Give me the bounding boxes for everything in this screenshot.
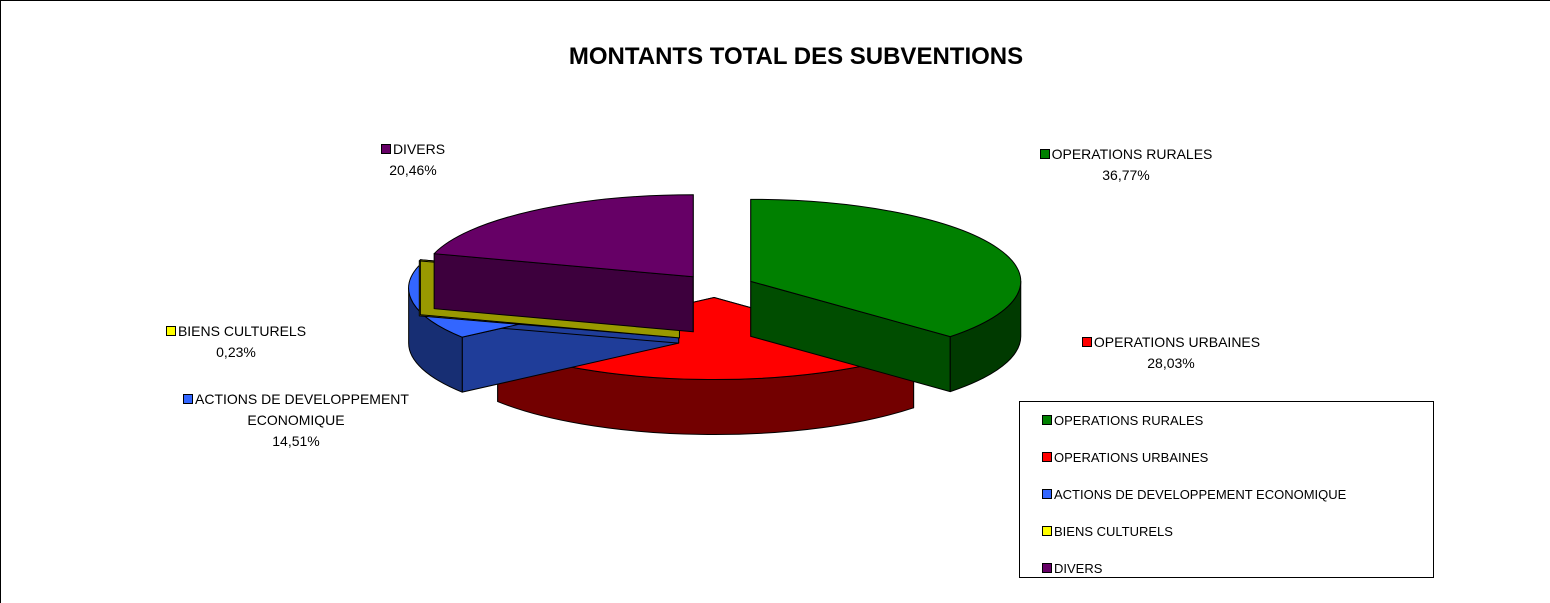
data-label: OPERATIONS URBAINES 28,03% [1051, 332, 1291, 374]
legend-item: BIENS CULTURELS [1020, 523, 1433, 560]
legend-label: OPERATIONS URBAINES [1054, 450, 1209, 465]
category-label: ACTIONS DE DEVELOPPEMENT ECONOMIQUE [195, 391, 409, 428]
legend-key [1042, 563, 1052, 573]
category-label: BIENS CULTURELS [177, 323, 307, 339]
value-label: 36,77% [1102, 167, 1150, 183]
category-label: DIVERS [392, 141, 446, 157]
legend-item: OPERATIONS RURALES [1020, 412, 1433, 449]
legend-label: BIENS CULTURELS [1054, 524, 1173, 539]
color-key [1039, 149, 1050, 159]
legend-item: ACTIONS DE DEVELOPPEMENT ECONOMIQUE [1020, 486, 1433, 523]
legend-key [1042, 452, 1052, 462]
data-label-line: OPERATIONS RURALES [1016, 144, 1236, 165]
legend-label: OPERATIONS RURALES [1054, 413, 1204, 428]
data-label-line: BIENS CULTURELS [136, 321, 336, 342]
pie-slice [750, 198, 1022, 393]
slice-top [750, 198, 1022, 338]
legend-item: DIVERS [1020, 560, 1433, 597]
data-label-line: DIVERS [353, 139, 473, 160]
legend-key [1042, 526, 1052, 536]
slice-top [433, 194, 694, 278]
data-label: ACTIONS DE DEVELOPPEMENT ECONOMIQUE 14,51… [151, 389, 441, 452]
value-label: 28,03% [1147, 355, 1195, 371]
color-key [380, 144, 391, 154]
color-key [165, 326, 176, 336]
value-label: 0,23% [216, 344, 256, 360]
legend-item: OPERATIONS URBAINES [1020, 449, 1433, 486]
legend-key [1042, 489, 1052, 499]
data-label: BIENS CULTURELS 0,23% [136, 321, 336, 363]
legend-label: DIVERS [1054, 561, 1103, 576]
data-label: DIVERS 20,46% [353, 139, 473, 181]
color-key [1081, 337, 1092, 347]
category-label: OPERATIONS RURALES [1051, 146, 1213, 162]
data-label-line: OPERATIONS URBAINES [1051, 332, 1291, 353]
category-label: OPERATIONS URBAINES [1093, 334, 1261, 350]
legend-label: ACTIONS DE DEVELOPPEMENT ECONOMIQUE [1054, 487, 1347, 502]
legend: OPERATIONS RURALES OPERATIONS URBAINES ACT… [1019, 401, 1434, 578]
color-key [183, 394, 194, 404]
chart-title: MONTANTS TOTAL DES SUBVENTIONS [568, 43, 1024, 70]
legend-key [1042, 415, 1052, 425]
data-label-line: ACTIONS DE DEVELOPPEMENT ECONOMIQUE [151, 389, 441, 431]
value-label: 14,51% [272, 433, 320, 449]
value-label: 20,46% [389, 162, 437, 178]
pie-slice [433, 194, 694, 333]
data-label: OPERATIONS RURALES 36,77% [1016, 144, 1236, 186]
